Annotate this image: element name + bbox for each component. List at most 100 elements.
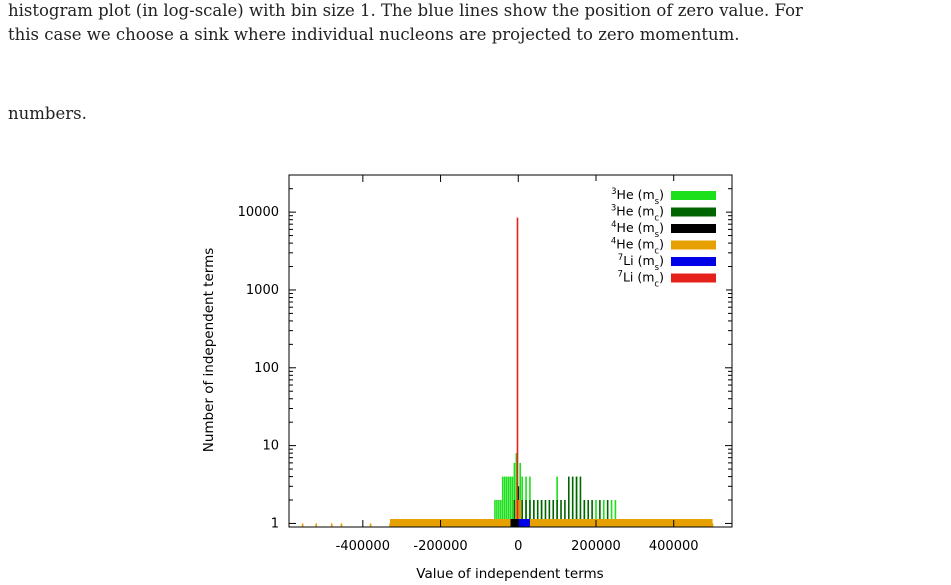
y-tick-label-2: 100 [254,361,279,376]
legend-mass-subscript: s [655,197,660,207]
bar-3-2 [330,523,333,527]
bar-0-24 [614,500,617,527]
x-tick-label-3: 200000 [571,539,621,554]
bar-1-6 [536,500,539,527]
bar-0-23 [610,500,613,527]
legend-nucleus: He (m [616,237,654,252]
bar-0-21 [595,500,597,527]
legend-swatch-1 [671,207,716,217]
y-tick-label-3: 1000 [246,283,279,298]
bar-0-7 [507,476,510,527]
bar-1-10 [552,500,555,527]
bar-3-4 [369,523,372,527]
legend-close-paren: ) [659,187,664,202]
body-text-line-1: histogram plot (in log-scale) with bin s… [8,1,803,20]
bar-0-1 [496,500,498,527]
baseline-strip-7li-ms [518,519,530,527]
bar-0-12 [519,462,522,527]
baseline-strip-4he-mc [390,519,713,527]
legend-label-3: 4He (mc) [611,237,664,257]
legend-close-paren: ) [659,220,664,235]
legend-close-paren: ) [659,253,664,268]
legend-nucleus: He (m [616,204,654,219]
bar-1-13 [564,500,566,527]
bar-1-2 [521,500,523,527]
legend-swatch-0 [671,191,716,200]
legend-nucleus: He (m [617,187,655,202]
y-tick-label-0: 1 [271,516,279,531]
bar-0-9 [511,476,514,527]
y-tick-label-1: 10 [262,439,279,454]
bar-1-14 [567,476,570,527]
bar-1-17 [579,476,582,527]
axes: 1 10 100 1000 10000 -400000 -200000 0 200000 4000… [238,175,732,554]
plot-frame [288,174,733,528]
legend-mass-number: 3 [611,187,616,197]
bar-1-19 [587,500,590,527]
bar-1-7 [540,500,543,527]
bar-3-19 [519,500,522,527]
legend-mass-subscript: c [654,280,659,290]
legend-label-0: 3He (ms) [611,187,664,207]
bar-1-15 [571,476,574,527]
legend-swatch-3 [671,240,716,250]
legend-mass-number: 7 [618,270,623,280]
bar-1-0 [513,500,516,527]
bar-0-4 [501,476,504,527]
legend-nucleus: Li (m [623,253,654,268]
legend-mass-subscript: s [655,230,660,240]
bar-1-9 [548,500,551,527]
bar-1-4 [529,500,531,527]
bar-0-5 [503,476,506,527]
bar-0-6 [505,476,508,527]
bar-1-22 [606,500,609,527]
legend-swatch-2 [671,224,716,233]
legend-mass-subscript: s [655,263,660,273]
legend-mass-subscript: c [654,247,659,257]
bar-0-3 [499,500,502,527]
legend-label-1: 3He (mc) [611,204,664,224]
y-axis-title: Number of independent terms [201,248,217,453]
bar-1-12 [560,500,562,527]
legend-mass-number: 4 [611,237,616,247]
bar-1-20 [591,500,593,527]
bar-1-5 [533,500,535,527]
x-tick-label-4: 400000 [649,539,699,554]
bar-5-0 [516,217,519,527]
bar-3-3 [340,523,343,527]
legend-mass-number: 4 [611,220,616,230]
legend-label-5: 7Li (mc) [618,270,664,290]
legend-close-paren: ) [659,237,664,252]
bar-0-11 [515,453,518,527]
legend-label-2: 4He (ms) [611,220,664,240]
x-tick-label-1: -200000 [413,539,467,554]
legend-label-4: 7Li (ms) [618,253,664,273]
bar-1-21 [599,500,601,527]
legend: 3He (ms)3He (mc)4He (ms)4He (mc)7Li (ms)… [586,181,726,293]
x-axis-title: Value of independent terms [416,566,603,582]
legend-nucleus: He (m [617,220,655,235]
bar-1-11 [556,500,558,527]
bar-0-22 [602,500,605,527]
body-text-line-3: numbers. [8,104,87,123]
legend-mass-number: 3 [611,204,616,214]
legend-close-paren: ) [659,204,664,219]
bar-1-8 [544,500,547,527]
legend-mass-subscript: c [654,214,659,224]
x-tick-label-2: 0 [514,539,522,554]
bar-0-2 [498,500,500,527]
legend-close-paren: ) [659,270,664,285]
bar-3-0 [301,523,304,527]
y-tick-label-4: 10000 [238,205,279,220]
legend-mass-number: 7 [618,253,623,263]
bar-0-8 [509,476,512,527]
bar-0-0 [494,500,496,527]
bar-1-16 [575,476,578,527]
x-tick-label-0: -400000 [336,539,390,554]
legend-swatch-5 [671,273,716,283]
bar-3-1 [315,523,317,527]
legend-nucleus: Li (m [623,270,654,285]
bar-1-18 [583,500,586,527]
bar-0-10 [513,462,516,527]
